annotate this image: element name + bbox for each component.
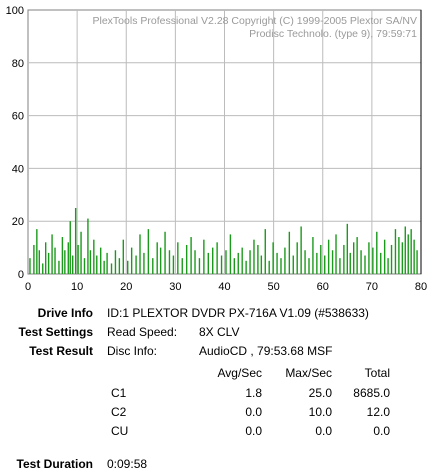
- test-duration-value: 0:09:58: [107, 457, 148, 471]
- y-tick-label: 40: [12, 163, 24, 175]
- x-axis-ticks: 0 10 20 30 40 50 60 70 80: [25, 281, 427, 293]
- c2-avg: 0.0: [245, 405, 262, 419]
- max-per-sec-header: Max/Sec: [285, 366, 332, 380]
- x-tick-label: 30: [169, 281, 181, 293]
- x-tick-label: 50: [268, 281, 280, 293]
- test-settings-label: Test Settings: [18, 325, 93, 339]
- disc-info-value: AudioCD , 79:53.68 MSF: [199, 344, 333, 358]
- cu-max: 0.0: [315, 424, 332, 438]
- c1-total: 8685.0: [353, 386, 390, 400]
- cu-avg: 0.0: [245, 424, 262, 438]
- c1-row-label: C1: [111, 386, 127, 400]
- x-tick-label: 60: [317, 281, 329, 293]
- watermark-line-2: Prodisc Technolo. (type 9), 79:59:71: [249, 28, 417, 40]
- x-tick-label: 20: [120, 281, 132, 293]
- avg-per-sec-header: Avg/Sec: [217, 366, 262, 380]
- y-tick-label: 100: [6, 5, 24, 17]
- x-tick-label: 10: [71, 281, 83, 293]
- x-tick-label: 0: [25, 281, 31, 293]
- watermark-line-1: PlexTools Professional V2.28 Copyright (…: [93, 15, 418, 27]
- test-result-label: Test Result: [29, 344, 93, 358]
- read-speed-label: Read Speed:: [107, 325, 178, 339]
- gridlines: [28, 10, 421, 274]
- x-tick-label: 80: [415, 281, 427, 293]
- drive-info-label: Drive Info: [37, 306, 93, 320]
- c1-bars: [29, 208, 418, 274]
- y-tick-label: 0: [18, 269, 24, 281]
- test-duration-label: Test Duration: [16, 457, 93, 471]
- c2-row-label: C2: [111, 405, 127, 419]
- c1-max: 25.0: [308, 386, 332, 400]
- c1-avg: 1.8: [245, 386, 262, 400]
- disc-info-label: Disc Info:: [107, 344, 158, 358]
- x-tick-label: 70: [366, 281, 378, 293]
- total-header: Total: [364, 366, 390, 380]
- c1-error-chart: 0 20 40 60 80 100 0 10 20 30 40 50 60 70 80 PlexTools…: [6, 5, 427, 293]
- cu-row-label: CU: [111, 424, 129, 438]
- drive-info-value: ID:1 PLEXTOR DVDR PX-716A V1.09 (#538633…: [107, 306, 369, 320]
- y-axis-ticks: 0 20 40 60 80 100: [6, 5, 24, 281]
- cu-total: 0.0: [373, 424, 390, 438]
- c2-total: 12.0: [366, 405, 390, 419]
- read-speed-value: 8X CLV: [199, 325, 240, 339]
- y-tick-label: 80: [12, 58, 24, 70]
- c2-max: 10.0: [308, 405, 332, 419]
- y-tick-label: 60: [12, 111, 24, 123]
- x-tick-label: 40: [218, 281, 230, 293]
- y-tick-label: 20: [12, 216, 24, 228]
